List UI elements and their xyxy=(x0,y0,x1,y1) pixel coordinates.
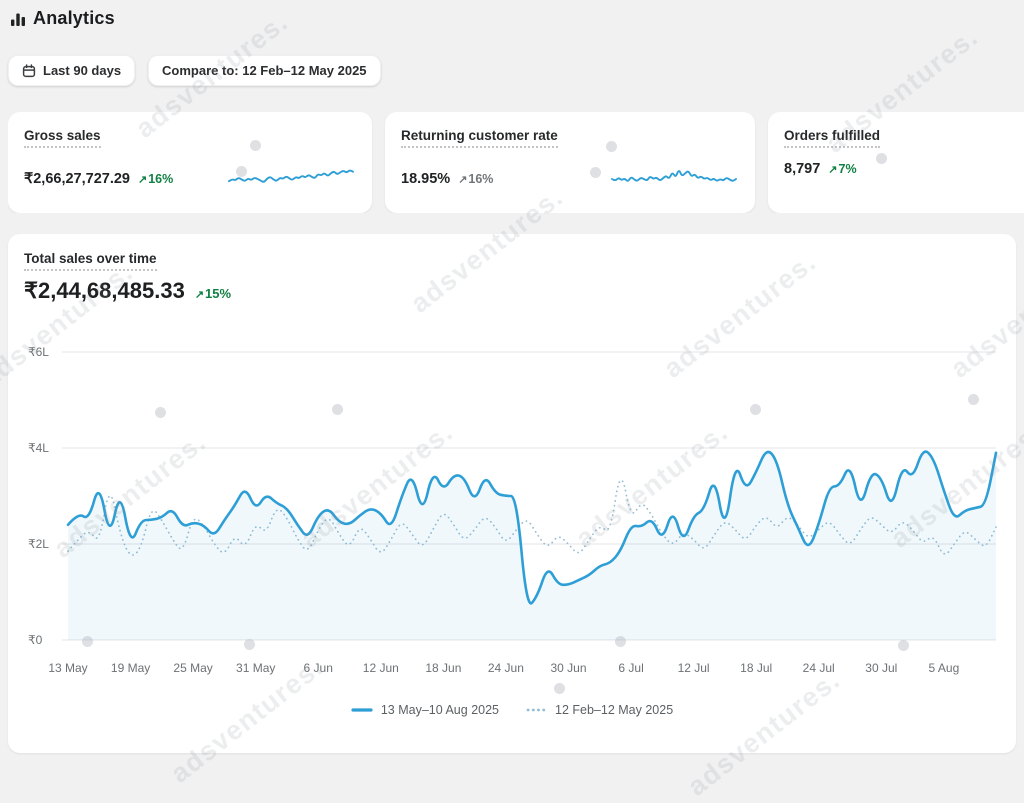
svg-text:24 Jun: 24 Jun xyxy=(488,661,524,675)
gross-sales-title[interactable]: Gross sales xyxy=(24,128,101,148)
total-sales-card: Total sales over time ₹2,44,68,485.33 ↗ … xyxy=(8,234,1016,753)
gross-sales-value: ₹2,66,27,727.29 xyxy=(24,171,130,187)
analytics-bar-chart-icon xyxy=(10,11,26,27)
svg-text:24 Jul: 24 Jul xyxy=(803,661,835,675)
toolbar: Last 90 days Compare to: 12 Feb–12 May 2… xyxy=(8,55,381,86)
date-range-button[interactable]: Last 90 days xyxy=(8,55,136,86)
date-range-label: Last 90 days xyxy=(43,63,122,78)
total-sales-chart[interactable]: ₹0 ₹2L ₹4L ₹6L 13 May 19 May 25 May 31 May 6 Jun… xyxy=(24,312,1000,689)
svg-text:₹6L: ₹6L xyxy=(28,345,49,359)
total-sales-value: ₹2,44,68,485.33 xyxy=(24,278,185,303)
legend-previous-period[interactable]: 12 Feb–12 May 2025 xyxy=(525,703,673,717)
orders-fulfilled-title[interactable]: Orders fulfilled xyxy=(784,128,881,148)
dotted-line-swatch-icon xyxy=(526,708,547,712)
svg-text:30 Jul: 30 Jul xyxy=(865,661,897,675)
returning-customer-rate-sparkline xyxy=(611,170,737,182)
trend-up-icon: ↗ xyxy=(137,174,148,186)
chart-legend: 13 May–10 Aug 2025 12 Feb–12 May 2025 xyxy=(24,703,1000,717)
returning-customer-rate-value: 18.95% xyxy=(401,171,451,187)
returning-customer-rate-card: Returning customer rate 18.95% ↗ 16% xyxy=(385,112,755,213)
orders-fulfilled-value: 8,797 xyxy=(784,161,821,177)
svg-text:12 Jul: 12 Jul xyxy=(678,661,710,675)
svg-text:18 Jul: 18 Jul xyxy=(740,661,772,675)
gross-sales-delta: ↗ 16% xyxy=(137,172,174,186)
total-sales-title[interactable]: Total sales over time xyxy=(24,251,157,271)
svg-text:₹2L: ₹2L xyxy=(28,537,49,551)
page-title: Analytics xyxy=(33,8,115,28)
trend-up-icon: ↗ xyxy=(458,174,468,186)
svg-text:5 Aug: 5 Aug xyxy=(929,661,960,675)
gross-sales-card: Gross sales ₹2,66,27,727.29 ↗ 16% xyxy=(8,112,372,213)
svg-text:25 May: 25 May xyxy=(173,661,212,675)
svg-text:6 Jun: 6 Jun xyxy=(304,661,333,675)
returning-customer-rate-title[interactable]: Returning customer rate xyxy=(401,128,558,148)
trend-up-icon: ↗ xyxy=(194,289,205,301)
svg-text:₹0: ₹0 xyxy=(28,633,43,647)
svg-text:30 Jun: 30 Jun xyxy=(550,661,586,675)
compare-to-button[interactable]: Compare to: 12 Feb–12 May 2025 xyxy=(148,55,381,86)
svg-text:18 Jun: 18 Jun xyxy=(425,661,461,675)
metric-cards-row: Gross sales ₹2,66,27,727.29 ↗ 16% Return… xyxy=(8,112,1024,213)
solid-line-swatch-icon xyxy=(351,708,373,712)
page-header: Analytics xyxy=(10,8,115,29)
orders-fulfilled-delta: ↗ 7% xyxy=(828,162,857,176)
svg-text:12 Jun: 12 Jun xyxy=(363,661,399,675)
svg-text:6 Jul: 6 Jul xyxy=(618,661,643,675)
compare-to-label: Compare to: 12 Feb–12 May 2025 xyxy=(162,63,367,78)
line-chart-canvas[interactable]: ₹0 ₹2L ₹4L ₹6L 13 May 19 May 25 May 31 May 6 Jun… xyxy=(24,312,1000,684)
svg-text:31 May: 31 May xyxy=(236,661,275,675)
svg-text:13 May: 13 May xyxy=(48,661,87,675)
gross-sales-sparkline xyxy=(228,169,354,183)
svg-text:19 May: 19 May xyxy=(111,661,150,675)
legend-current-period[interactable]: 13 May–10 Aug 2025 xyxy=(351,703,499,717)
calendar-icon xyxy=(22,63,36,78)
orders-fulfilled-card: Orders fulfilled 8,797 ↗ 7% xyxy=(768,112,1024,213)
trend-up-icon: ↗ xyxy=(828,164,838,176)
svg-text:₹4L: ₹4L xyxy=(28,441,49,455)
returning-customer-rate-delta: ↗ 16% xyxy=(458,172,494,186)
total-sales-delta: ↗ 15% xyxy=(194,286,232,301)
